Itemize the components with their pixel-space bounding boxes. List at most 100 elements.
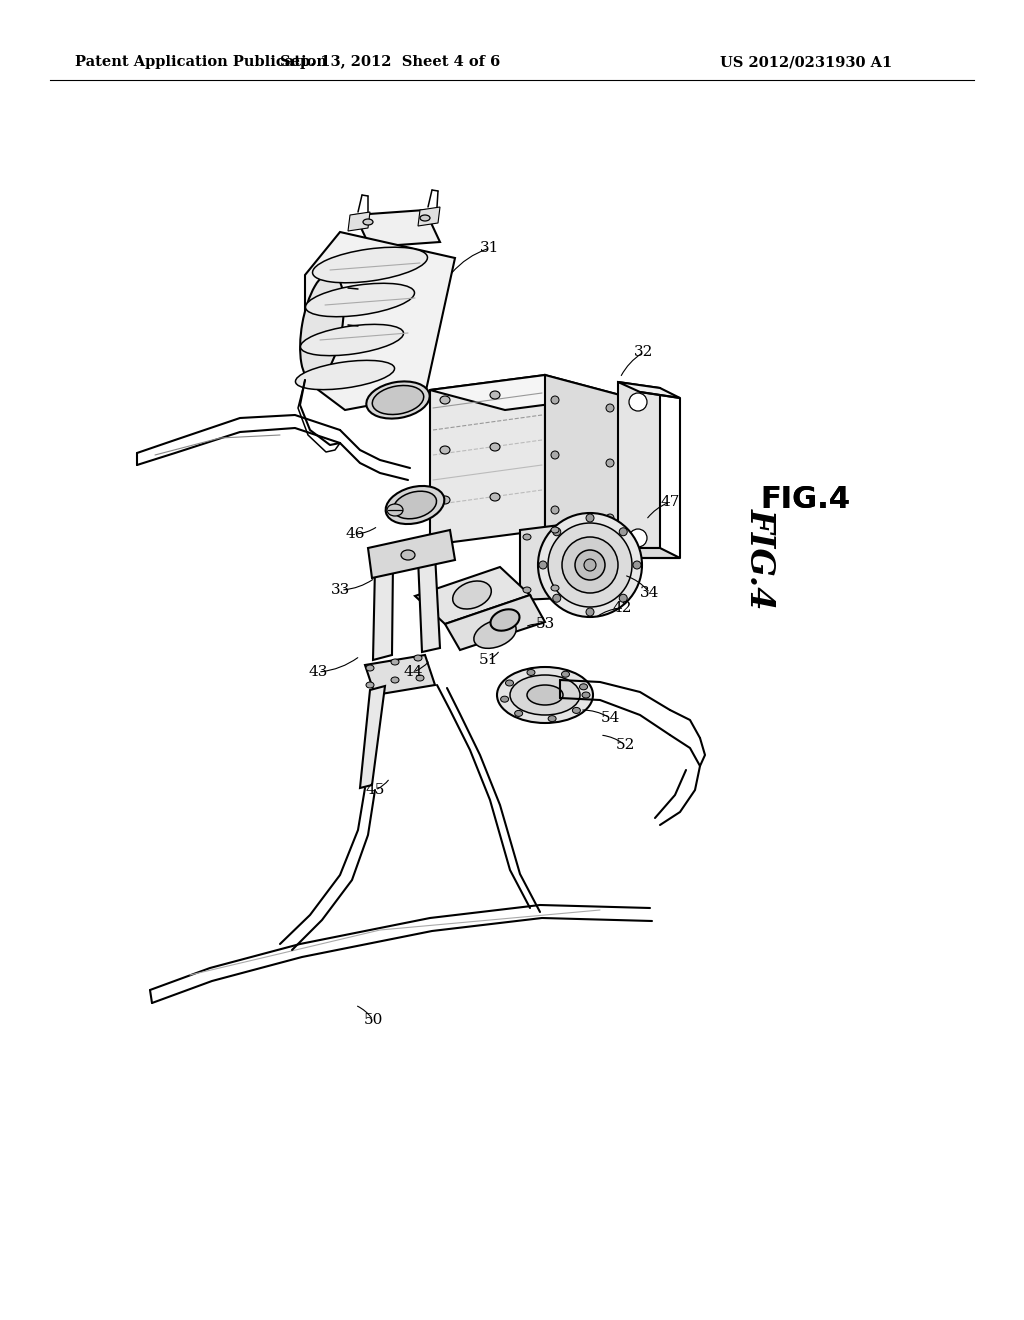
Ellipse shape bbox=[539, 561, 547, 569]
Text: 54: 54 bbox=[600, 711, 620, 725]
Ellipse shape bbox=[551, 527, 559, 533]
Ellipse shape bbox=[386, 486, 444, 524]
Ellipse shape bbox=[527, 685, 563, 705]
Ellipse shape bbox=[305, 284, 415, 317]
Ellipse shape bbox=[312, 247, 427, 282]
Ellipse shape bbox=[553, 528, 561, 536]
Text: 47: 47 bbox=[660, 495, 680, 510]
Polygon shape bbox=[348, 213, 370, 231]
Ellipse shape bbox=[548, 523, 632, 607]
Polygon shape bbox=[520, 525, 630, 601]
Text: 42: 42 bbox=[612, 601, 632, 615]
Text: 50: 50 bbox=[364, 1012, 383, 1027]
Ellipse shape bbox=[548, 715, 556, 722]
Ellipse shape bbox=[300, 325, 403, 355]
Ellipse shape bbox=[366, 665, 374, 671]
Polygon shape bbox=[430, 375, 620, 411]
Ellipse shape bbox=[510, 675, 580, 715]
Ellipse shape bbox=[606, 459, 614, 467]
Ellipse shape bbox=[387, 504, 403, 516]
Ellipse shape bbox=[580, 684, 588, 690]
Ellipse shape bbox=[629, 529, 647, 546]
Ellipse shape bbox=[506, 680, 513, 686]
Ellipse shape bbox=[572, 708, 581, 713]
Ellipse shape bbox=[490, 610, 519, 631]
Ellipse shape bbox=[527, 669, 535, 676]
Text: FIG.4: FIG.4 bbox=[743, 508, 776, 610]
Text: 46: 46 bbox=[345, 527, 365, 541]
Text: 43: 43 bbox=[308, 665, 328, 678]
Text: 45: 45 bbox=[366, 783, 385, 797]
Polygon shape bbox=[418, 554, 440, 652]
Ellipse shape bbox=[401, 550, 415, 560]
Polygon shape bbox=[445, 595, 545, 649]
Ellipse shape bbox=[501, 696, 509, 702]
Text: 51: 51 bbox=[478, 653, 498, 667]
Ellipse shape bbox=[296, 360, 394, 389]
Ellipse shape bbox=[633, 561, 641, 569]
Ellipse shape bbox=[606, 404, 614, 412]
Ellipse shape bbox=[420, 215, 430, 220]
Ellipse shape bbox=[391, 677, 399, 682]
Ellipse shape bbox=[561, 671, 569, 677]
Text: 32: 32 bbox=[634, 345, 653, 359]
Text: FIG.4: FIG.4 bbox=[760, 486, 850, 515]
Ellipse shape bbox=[523, 535, 531, 540]
Ellipse shape bbox=[584, 558, 596, 572]
Text: Patent Application Publication: Patent Application Publication bbox=[75, 55, 327, 69]
Polygon shape bbox=[618, 381, 680, 399]
Polygon shape bbox=[418, 207, 440, 226]
Ellipse shape bbox=[551, 396, 559, 404]
Polygon shape bbox=[618, 548, 680, 558]
Ellipse shape bbox=[575, 550, 605, 579]
Ellipse shape bbox=[523, 587, 531, 593]
Ellipse shape bbox=[416, 675, 424, 681]
Polygon shape bbox=[618, 381, 660, 548]
Ellipse shape bbox=[393, 491, 436, 519]
Ellipse shape bbox=[586, 609, 594, 616]
Ellipse shape bbox=[629, 393, 647, 411]
Text: FIG.4: FIG.4 bbox=[760, 486, 850, 515]
Ellipse shape bbox=[551, 451, 559, 459]
Ellipse shape bbox=[440, 496, 450, 504]
Polygon shape bbox=[430, 375, 545, 545]
Polygon shape bbox=[415, 568, 530, 624]
Ellipse shape bbox=[553, 594, 561, 602]
Text: 34: 34 bbox=[640, 586, 659, 601]
Text: FIG.4: FIG.4 bbox=[762, 486, 852, 515]
Polygon shape bbox=[360, 686, 385, 788]
Ellipse shape bbox=[620, 528, 628, 536]
Ellipse shape bbox=[562, 537, 618, 593]
Ellipse shape bbox=[440, 446, 450, 454]
Ellipse shape bbox=[453, 581, 492, 609]
Ellipse shape bbox=[515, 710, 522, 717]
Ellipse shape bbox=[582, 692, 590, 698]
Ellipse shape bbox=[391, 659, 399, 665]
Ellipse shape bbox=[538, 513, 642, 616]
Polygon shape bbox=[368, 531, 455, 578]
Polygon shape bbox=[545, 375, 620, 545]
Ellipse shape bbox=[490, 444, 500, 451]
Ellipse shape bbox=[586, 513, 594, 521]
Ellipse shape bbox=[440, 396, 450, 404]
Ellipse shape bbox=[497, 667, 593, 723]
Ellipse shape bbox=[373, 385, 424, 414]
Text: 44: 44 bbox=[403, 665, 423, 678]
Polygon shape bbox=[355, 210, 440, 247]
Ellipse shape bbox=[366, 682, 374, 688]
Ellipse shape bbox=[606, 513, 614, 521]
Ellipse shape bbox=[551, 585, 559, 591]
Text: 31: 31 bbox=[480, 242, 500, 255]
Text: 53: 53 bbox=[536, 616, 555, 631]
Ellipse shape bbox=[474, 619, 516, 648]
Ellipse shape bbox=[490, 492, 500, 502]
Ellipse shape bbox=[490, 391, 500, 399]
Text: 52: 52 bbox=[615, 738, 635, 752]
Ellipse shape bbox=[414, 655, 422, 661]
Text: 33: 33 bbox=[332, 583, 350, 597]
Polygon shape bbox=[365, 655, 435, 696]
Ellipse shape bbox=[362, 219, 373, 224]
Polygon shape bbox=[305, 232, 455, 411]
Ellipse shape bbox=[620, 594, 628, 602]
Ellipse shape bbox=[551, 506, 559, 513]
